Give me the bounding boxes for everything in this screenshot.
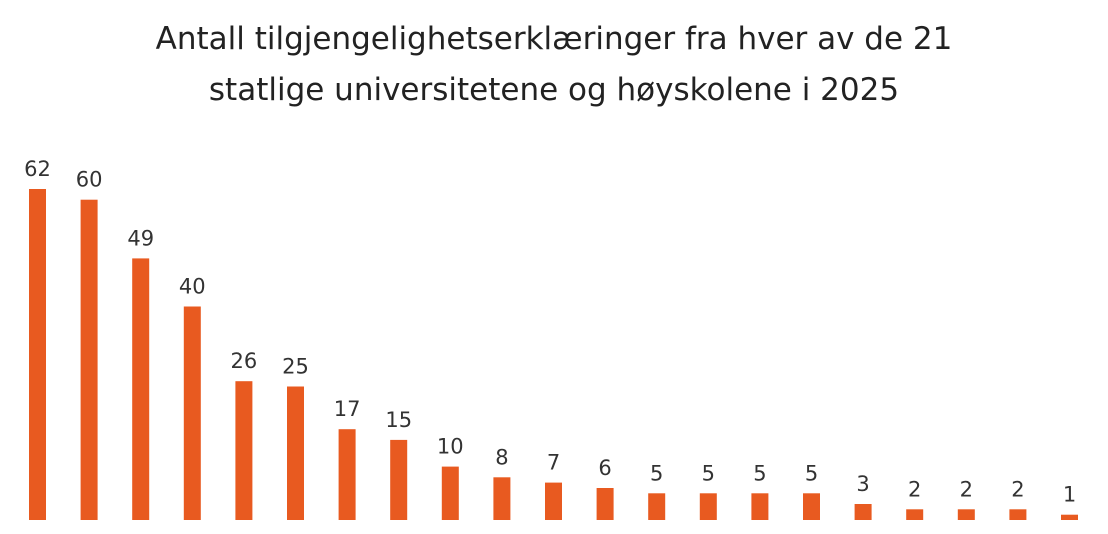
bar-8 xyxy=(390,439,408,520)
bar-16 xyxy=(803,493,820,520)
data-label-6: 25 xyxy=(282,355,309,379)
bar-17 xyxy=(854,504,872,520)
bar-10 xyxy=(493,477,511,520)
bar-19 xyxy=(957,509,975,520)
bar-14 xyxy=(699,493,717,520)
bar-15 xyxy=(751,493,769,520)
data-label-3: 49 xyxy=(127,226,154,250)
data-label-2: 60 xyxy=(76,168,103,192)
data-label-12: 6 xyxy=(598,456,611,480)
data-label-4: 40 xyxy=(179,275,206,299)
data-label-14: 5 xyxy=(702,461,715,485)
data-label-13: 5 xyxy=(650,461,663,485)
chart-title-line-2: statlige universitetene og høyskolene i … xyxy=(208,72,900,108)
bar-1 xyxy=(29,189,46,520)
data-label-7: 17 xyxy=(334,397,361,421)
bar-13 xyxy=(648,493,666,520)
bar-11 xyxy=(545,482,562,520)
bar-4 xyxy=(183,306,201,520)
data-label-21: 1 xyxy=(1063,483,1076,507)
bar-20 xyxy=(1009,509,1027,520)
bar-2 xyxy=(80,199,98,520)
data-label-10: 8 xyxy=(495,445,508,469)
bar-7 xyxy=(338,429,356,520)
data-label-9: 10 xyxy=(437,435,464,459)
data-label-15: 5 xyxy=(753,461,766,485)
bar-21 xyxy=(1061,514,1078,520)
bar-3 xyxy=(132,258,150,520)
data-label-18: 2 xyxy=(908,477,921,501)
data-label-1: 62 xyxy=(24,157,51,181)
data-label-11: 7 xyxy=(547,451,560,475)
data-label-16: 5 xyxy=(805,461,818,485)
data-label-8: 15 xyxy=(385,408,412,432)
data-label-17: 3 xyxy=(856,472,869,496)
data-label-20: 2 xyxy=(1011,477,1024,501)
data-label-19: 2 xyxy=(960,477,973,501)
bar-18 xyxy=(906,509,924,520)
bar-12 xyxy=(596,488,614,520)
bar-6 xyxy=(287,386,304,520)
chart-title: Antall tilgjengelighetserklæringer fra h… xyxy=(0,14,1108,116)
chart-title-line-1: Antall tilgjengelighetserklæringer fra h… xyxy=(155,21,953,57)
bar-5 xyxy=(235,381,253,520)
bar-9 xyxy=(441,466,459,520)
data-label-5: 26 xyxy=(231,349,258,373)
